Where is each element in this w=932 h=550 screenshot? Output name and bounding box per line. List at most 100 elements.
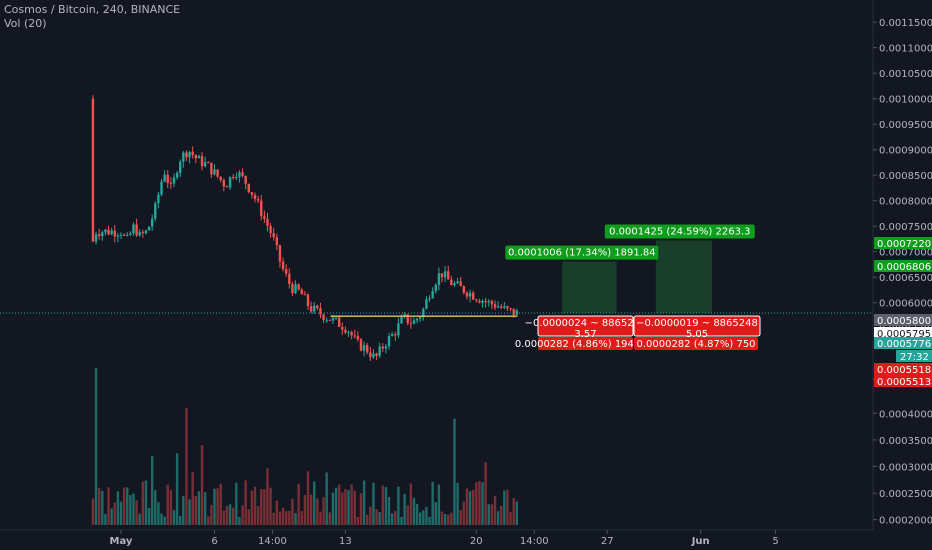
candle-body (381, 346, 384, 349)
volume-bar (397, 486, 400, 525)
candle-body (182, 152, 185, 162)
candle-body (440, 273, 444, 278)
volume-bar (403, 493, 406, 525)
volume-bar (238, 516, 241, 525)
volume-bar (288, 510, 291, 525)
candle-body (362, 345, 366, 351)
volume-bar (331, 492, 335, 525)
volume-bar (369, 506, 372, 525)
volume-bar (110, 508, 113, 525)
candle-body (188, 151, 191, 158)
volume-bar (291, 498, 294, 525)
candle-body (166, 174, 169, 183)
candle-body (244, 175, 247, 184)
candle-body (356, 336, 360, 340)
volume-bar (150, 455, 154, 525)
volume-bar (303, 495, 307, 525)
candle-body (319, 308, 322, 315)
volume-bar (341, 492, 344, 525)
volume-bar (281, 507, 285, 525)
symbol-title[interactable]: Cosmos / Bitcoin, 240, BINANCE (4, 3, 181, 16)
candle-body (493, 304, 497, 308)
volume-bar (101, 490, 104, 525)
volume-bar (359, 493, 363, 525)
volume-bar (210, 504, 213, 525)
candle-body (309, 306, 313, 312)
candle-body (97, 234, 101, 237)
price-label-text: 0.0005800 (877, 316, 931, 327)
volume-bar (113, 502, 116, 525)
price-label-bg (874, 237, 932, 249)
time-tick-label: Jun (691, 536, 710, 547)
candle-body (260, 200, 263, 217)
candle-body (107, 229, 110, 235)
price-tick-label: 0.0008500 (879, 171, 932, 182)
candle-body (322, 314, 325, 320)
volume-bar (300, 511, 303, 525)
volume-bar (471, 489, 475, 525)
candle-body (459, 281, 462, 287)
volume-bar (297, 483, 300, 525)
candle-body (104, 229, 107, 233)
price-tick-label: 0.0003000 (879, 462, 932, 473)
volume-bar (169, 490, 173, 525)
candle-body (350, 332, 353, 336)
volume-bar (160, 513, 163, 525)
volume-bar (484, 462, 487, 525)
volume-bar (235, 482, 238, 525)
volume-bar (496, 511, 500, 525)
candle-body (478, 300, 481, 303)
volume-bar (468, 491, 472, 525)
candle-body (288, 273, 291, 284)
candle-body (431, 290, 434, 299)
candle-body (172, 177, 176, 184)
price-label-bg (874, 337, 932, 349)
volume-bar (213, 488, 216, 525)
volume-bar (394, 511, 397, 525)
volume-bar (503, 490, 506, 525)
volume-bar (284, 510, 288, 525)
volume-bar (378, 512, 381, 525)
volume-bar (434, 501, 437, 525)
candle-body (490, 301, 494, 305)
countdown-text: 27:32 (900, 352, 929, 363)
price-tick-label: 0.0010000 (879, 95, 932, 106)
candle-body (91, 98, 95, 242)
price-tick-label: 0.0007500 (879, 222, 932, 233)
stop-label-bg (538, 337, 633, 350)
price-tick-label: 0.0002500 (879, 489, 932, 500)
stop-label-text: 0.0000282 (4.87%) 750 (636, 339, 755, 350)
volume-bar (443, 513, 447, 525)
candle-body (337, 317, 341, 327)
candle-body (300, 289, 303, 295)
volume-bar (362, 480, 366, 525)
volume-indicator-label[interactable]: Vol (20) (4, 17, 47, 30)
price-tick-label: 0.0010500 (879, 69, 932, 80)
volume-bar (138, 513, 141, 525)
volume-bar (344, 489, 347, 525)
price-label-text: 0.0005513 (877, 377, 931, 388)
candle-body (384, 346, 388, 349)
price-tick-label: 0.0009500 (879, 120, 932, 131)
candle-body (347, 332, 350, 334)
candle-body (325, 319, 328, 321)
volume-bar (465, 488, 469, 525)
volume-bar (409, 483, 413, 525)
price-label-bg (874, 260, 932, 272)
candle-body (210, 162, 213, 175)
candle-body (138, 232, 141, 236)
candle-body (238, 172, 241, 177)
time-tick-label: 13 (339, 536, 352, 547)
volume-bar (253, 486, 257, 525)
price-tick-label: 0.0011000 (879, 44, 932, 55)
volume-bar (272, 512, 275, 525)
candle-body (197, 156, 201, 159)
price-tick-label: 0.0002000 (879, 516, 932, 527)
volume-bar (440, 511, 444, 525)
candle-body (101, 232, 104, 237)
candle-body (294, 284, 297, 294)
candle-body (175, 172, 179, 178)
candle-body (353, 335, 356, 337)
profit-label-bg (505, 245, 659, 260)
